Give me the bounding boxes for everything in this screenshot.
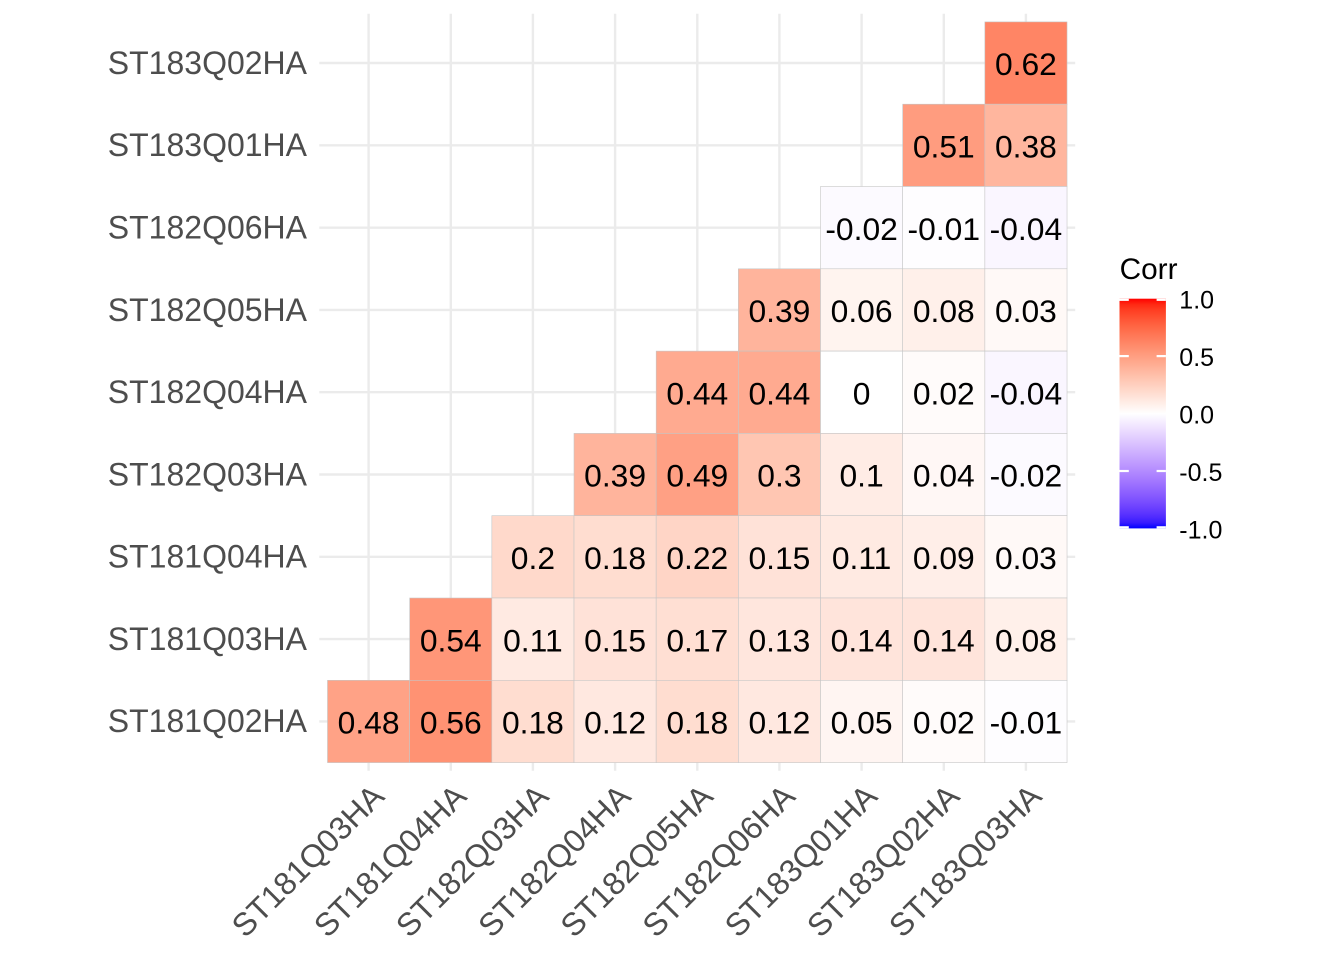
svg-text:0.05: 0.05 [831, 705, 893, 741]
svg-text:-0.01: -0.01 [908, 211, 980, 247]
svg-text:-0.04: -0.04 [990, 375, 1062, 411]
svg-text:0.49: 0.49 [666, 458, 728, 494]
svg-text:0.02: 0.02 [913, 705, 975, 741]
svg-text:0.11: 0.11 [832, 540, 892, 576]
svg-text:0.18: 0.18 [584, 540, 646, 576]
svg-text:0.13: 0.13 [748, 622, 810, 658]
svg-text:0.15: 0.15 [584, 622, 646, 658]
svg-text:ST182Q04HA: ST182Q04HA [108, 374, 308, 410]
svg-text:0.22: 0.22 [666, 540, 728, 576]
svg-text:ST182Q06HA: ST182Q06HA [108, 210, 308, 246]
svg-text:0: 0 [853, 375, 871, 411]
svg-text:0.08: 0.08 [913, 293, 975, 329]
svg-text:0.2: 0.2 [511, 540, 555, 576]
svg-text:ST181Q04HA: ST181Q04HA [108, 539, 308, 575]
svg-text:ST183Q02HA: ST183Q02HA [108, 45, 308, 81]
svg-text:0.17: 0.17 [666, 622, 728, 658]
svg-text:0.54: 0.54 [420, 622, 482, 658]
svg-text:0.38: 0.38 [995, 129, 1057, 165]
svg-text:0.48: 0.48 [338, 705, 400, 741]
svg-text:0.56: 0.56 [420, 705, 482, 741]
svg-text:0.02: 0.02 [913, 375, 975, 411]
svg-text:0.62: 0.62 [995, 46, 1057, 82]
svg-text:0.39: 0.39 [748, 293, 810, 329]
svg-text:0.08: 0.08 [995, 622, 1057, 658]
svg-text:0.3: 0.3 [757, 458, 801, 494]
svg-text:-0.04: -0.04 [990, 211, 1062, 247]
svg-text:0.04: 0.04 [913, 458, 975, 494]
svg-text:0.51: 0.51 [913, 129, 975, 165]
svg-text:-0.01: -0.01 [990, 705, 1062, 741]
svg-text:0.0: 0.0 [1179, 402, 1214, 430]
svg-text:0.06: 0.06 [831, 293, 893, 329]
svg-text:0.11: 0.11 [503, 622, 563, 658]
svg-text:0.5: 0.5 [1179, 344, 1214, 372]
svg-text:1.0: 1.0 [1179, 287, 1214, 315]
svg-text:-1.0: -1.0 [1179, 516, 1222, 544]
svg-text:0.39: 0.39 [584, 458, 646, 494]
svg-text:0.15: 0.15 [748, 540, 810, 576]
svg-text:0.18: 0.18 [666, 705, 728, 741]
svg-text:ST181Q02HA: ST181Q02HA [108, 703, 308, 739]
svg-text:0.18: 0.18 [502, 705, 564, 741]
svg-text:Corr: Corr [1120, 253, 1178, 286]
svg-text:0.14: 0.14 [913, 622, 975, 658]
svg-text:-0.02: -0.02 [990, 458, 1062, 494]
svg-text:-0.02: -0.02 [825, 211, 897, 247]
svg-text:ST182Q05HA: ST182Q05HA [108, 292, 308, 328]
svg-text:0.09: 0.09 [913, 540, 975, 576]
svg-text:0.44: 0.44 [748, 375, 810, 411]
svg-text:0.03: 0.03 [995, 293, 1057, 329]
svg-text:0.03: 0.03 [995, 540, 1057, 576]
svg-text:ST181Q03HA: ST181Q03HA [108, 621, 308, 657]
svg-text:-0.5: -0.5 [1179, 459, 1222, 487]
svg-text:0.1: 0.1 [839, 458, 883, 494]
svg-text:0.12: 0.12 [584, 705, 646, 741]
svg-text:0.12: 0.12 [748, 705, 810, 741]
svg-text:0.44: 0.44 [666, 375, 728, 411]
svg-text:ST183Q01HA: ST183Q01HA [108, 127, 308, 163]
svg-text:ST182Q03HA: ST182Q03HA [108, 456, 308, 492]
svg-text:0.14: 0.14 [831, 622, 893, 658]
